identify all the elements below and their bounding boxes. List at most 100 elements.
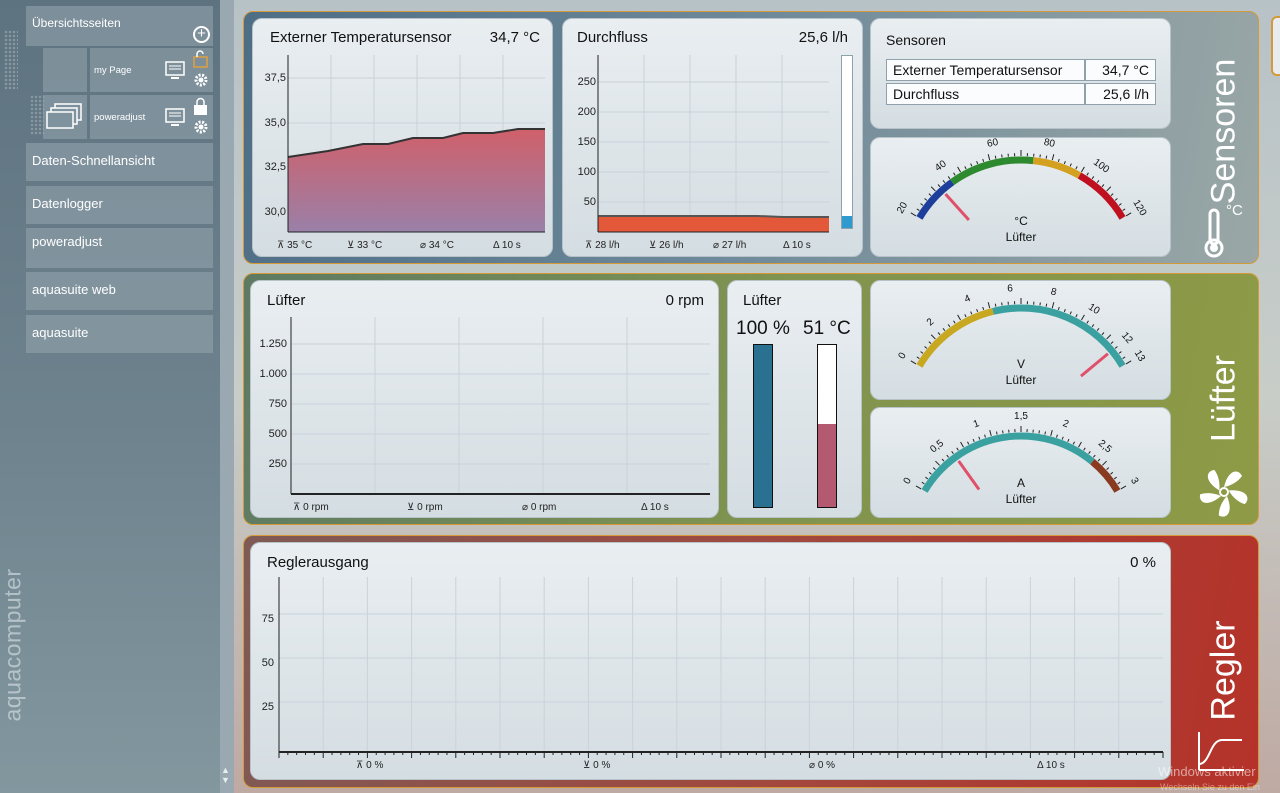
fan-power-value: 100 % [736, 318, 790, 339]
page-item-label: poweradjust [94, 112, 146, 123]
gauge-tick [1097, 458, 1101, 462]
page-item-my-page[interactable]: my Page [90, 48, 213, 92]
gauge-tick [941, 458, 945, 462]
gauge-tick [989, 429, 992, 437]
panel-sensor-list[interactable]: Sensoren Externer Temperatursensor 34,7 … [870, 18, 1171, 129]
stat-min-value: 0 % [593, 760, 611, 771]
gauge-tick [1106, 186, 1112, 192]
gauge-tick [1101, 184, 1105, 188]
gauge-tick [942, 180, 946, 183]
group-title-regler: Regler [1204, 620, 1243, 721]
sidebar-item-aquasuite-web[interactable]: aquasuite web [26, 272, 213, 310]
group-title-luefter: Lüfter [1204, 355, 1243, 442]
sidebar-item-daten-schnellansicht[interactable]: Daten-Schnellansicht [26, 143, 213, 181]
scroll-arrows-icon[interactable]: ▲ ▼ [221, 765, 230, 785]
panel-current-gauge[interactable]: 0 0,5 1 1,5 2 2,5 3 A Lüfter [870, 407, 1171, 518]
unlock-icon[interactable] [193, 50, 209, 69]
stat-avg-value: 0 % [817, 760, 836, 771]
gauge-tick [1091, 324, 1095, 328]
windows-activation-watermark: Windows aktivier [1158, 764, 1256, 779]
panel-title: Lüfter [267, 292, 306, 309]
lock-icon[interactable] [193, 97, 209, 116]
stat-avg: ⌀ 0 % [809, 760, 836, 771]
gauge-tick-label: 4 [963, 293, 973, 305]
monitor-icon [165, 108, 185, 126]
fan-icon [1197, 468, 1250, 520]
stat-max: ⊼ 0 % [356, 760, 384, 771]
y-tick: 100 [577, 166, 596, 178]
panel-temperature-chart[interactable]: Externer Temperatursensor 34,7 °C 37,5 3… [252, 18, 553, 257]
stat-avg: ⌀ 34 °C [420, 240, 454, 251]
gauge-tick [1075, 166, 1078, 170]
gauge-tick [1061, 436, 1064, 440]
panel-controller-output-chart[interactable]: Reglerausgang 0 % 75 50 25 ⊼ 0 % ⊻ 0 % ⌀… [250, 542, 1171, 780]
gauge-label: Lüfter [1005, 492, 1037, 506]
gauge-tick-label: 12 [1119, 330, 1135, 346]
panel-flow-chart[interactable]: Durchfluss 25,6 l/h 250 200 150 100 50 ⊼… [562, 18, 863, 257]
sidebar-item-aquasuite[interactable]: aquasuite [26, 315, 213, 353]
page-item-poweradjust[interactable]: poweradjust [90, 95, 213, 139]
gauge-tick [1122, 208, 1126, 211]
panel-title: Reglerausgang [267, 554, 369, 571]
panel-value: 0 % [1130, 554, 1156, 571]
temperature-chart [287, 55, 545, 233]
gauge-tick [1102, 460, 1107, 466]
gauge-tick [1106, 467, 1110, 471]
overview-pages-button[interactable]: Übersichtsseiten [26, 6, 213, 46]
panel-fan-chart[interactable]: Lüfter 0 rpm 1.250 1.000 750 500 250 ⊼ 0… [250, 280, 719, 518]
sensor-row-name: Durchfluss [886, 83, 1085, 105]
gauge-tick [1101, 332, 1105, 336]
gear-icon[interactable] [193, 72, 209, 88]
gauge-tick-label: 80 [1043, 137, 1057, 150]
sidebar-item-datenlogger[interactable]: Datenlogger [26, 186, 213, 224]
sidebar-item-poweradjust[interactable]: poweradjust [26, 228, 213, 268]
gauge-tick [982, 306, 985, 311]
panel-fan-bars[interactable]: Lüfter 100 % 51 °C [727, 280, 862, 518]
gauge-tick [1045, 155, 1048, 159]
gauge-tick [1045, 303, 1048, 307]
gauge-tick [920, 203, 924, 206]
gauge-tick [960, 441, 964, 448]
top-right-tab-button[interactable] [1271, 16, 1280, 76]
fan-temp-bar [817, 344, 837, 508]
gauge-tick [1044, 431, 1046, 435]
gauge-tick [1110, 471, 1114, 475]
gauge-tick [957, 314, 961, 321]
gauge-unit: V [1016, 357, 1025, 371]
panel-voltage-gauge[interactable]: 0 2 4 6 8 10 12 13 V Lüfter [870, 280, 1171, 400]
overview-pages-label: Übersichtsseiten [32, 16, 121, 30]
y-tick: 25 [261, 701, 274, 713]
sidebar-scrollbar[interactable] [220, 0, 234, 793]
gauge-label: Lüfter [1005, 373, 1037, 387]
y-tick: 1.250 [259, 338, 287, 350]
gauge-tick [928, 341, 932, 344]
gauge-tick [1086, 320, 1089, 324]
page-thumbnail[interactable] [43, 48, 87, 92]
y-tick: 500 [268, 428, 287, 440]
gauge-tick [1069, 311, 1072, 315]
gauge-tick [970, 163, 973, 167]
stat-min-value: 0 rpm [417, 502, 443, 513]
stat-max-value: 0 rpm [303, 502, 329, 513]
page-thumbnail[interactable] [43, 95, 87, 139]
gauge-tick [1057, 158, 1060, 163]
add-page-icon[interactable]: + [193, 26, 210, 43]
stat-interval-value: 10 s [649, 502, 669, 513]
stat-min-value: 33 °C [357, 240, 383, 251]
gauge-tick [930, 334, 936, 340]
gauge-arc-segment [950, 156, 1034, 185]
fan-temp-value: 51 °C [803, 318, 851, 339]
gauge-label: Lüfter [1005, 230, 1037, 244]
panel-temperature-gauge[interactable]: 20 40 60 80 100 120 °C Lüfter [870, 137, 1171, 257]
gauge-tick [1086, 172, 1089, 176]
y-tick: 30,0 [264, 206, 286, 218]
gauge-tick [935, 460, 940, 466]
gear-icon[interactable] [193, 119, 209, 135]
gauge-tick [1122, 356, 1126, 359]
gauge-arc-segment [1032, 157, 1082, 179]
gauge-tick [928, 471, 932, 475]
flow-chart [597, 55, 829, 233]
gauge-unit: A [1016, 476, 1025, 490]
temperature-area [288, 129, 545, 232]
gauge-tick [1110, 341, 1114, 344]
